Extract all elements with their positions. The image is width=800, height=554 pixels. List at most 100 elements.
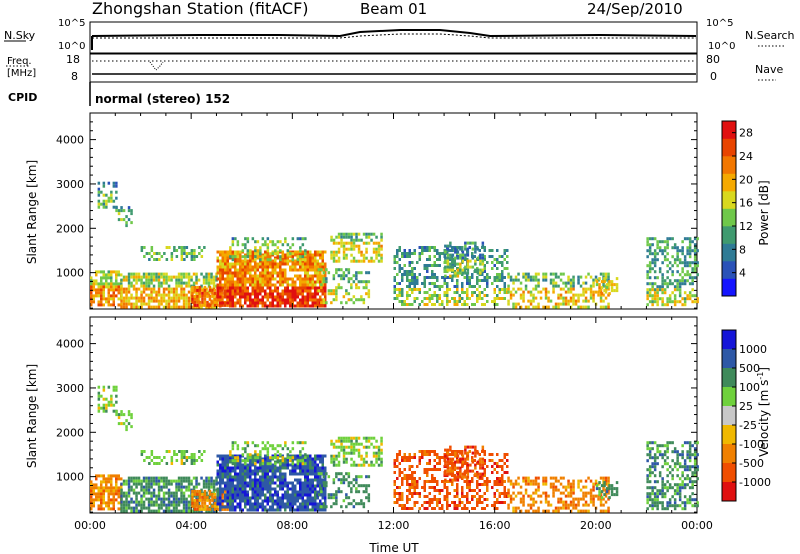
echo-cell bbox=[256, 496, 259, 500]
echo-cell bbox=[236, 466, 239, 470]
echo-cell bbox=[443, 294, 446, 297]
echo-cell bbox=[506, 261, 509, 264]
echo-cell bbox=[332, 292, 336, 296]
echo-cell bbox=[261, 508, 264, 512]
echo-cell bbox=[259, 256, 262, 260]
echo-cell bbox=[286, 447, 290, 451]
echo-cell bbox=[221, 253, 224, 257]
echo-cell bbox=[175, 281, 178, 285]
echo-cell bbox=[355, 490, 358, 494]
echo-cell bbox=[562, 302, 565, 306]
echo-cell bbox=[274, 298, 277, 302]
echo-cell bbox=[360, 484, 363, 488]
echo-cell bbox=[347, 436, 351, 440]
echo-cell bbox=[398, 282, 401, 285]
echo-cell bbox=[284, 298, 287, 302]
echo-cell bbox=[362, 457, 366, 461]
echo-cell bbox=[461, 288, 464, 291]
echo-cell bbox=[408, 474, 411, 477]
echo-cell bbox=[100, 474, 103, 478]
echo-cell bbox=[559, 302, 563, 306]
echo-cell bbox=[279, 262, 282, 266]
echo-cell bbox=[428, 288, 431, 291]
echo-cell bbox=[150, 272, 153, 276]
echo-cell bbox=[219, 481, 222, 485]
echo-cell bbox=[266, 295, 269, 299]
echo-cell bbox=[249, 262, 252, 266]
echo-cell bbox=[289, 502, 292, 506]
echo-cell bbox=[423, 450, 426, 453]
echo-cell bbox=[653, 288, 657, 292]
echo-cell bbox=[372, 232, 376, 236]
echo-cell bbox=[311, 499, 314, 503]
echo-cell bbox=[317, 493, 321, 497]
echo-cell bbox=[152, 482, 156, 486]
echo-cell bbox=[320, 286, 323, 290]
echo-cell bbox=[319, 304, 322, 308]
echo-cell bbox=[274, 268, 277, 272]
echo-cell bbox=[324, 286, 327, 290]
echo-cell bbox=[481, 268, 485, 272]
echo-cell bbox=[411, 492, 414, 495]
echo-cell bbox=[266, 258, 270, 262]
echo-cell bbox=[244, 505, 247, 509]
echo-cell bbox=[456, 256, 460, 260]
echo-cell bbox=[577, 275, 580, 279]
echo-cell bbox=[127, 206, 131, 210]
echo-cell bbox=[319, 256, 322, 260]
echo-cell bbox=[398, 267, 401, 270]
echo-cell bbox=[306, 493, 309, 497]
echo-cell bbox=[145, 252, 149, 255]
echo-cell bbox=[276, 265, 279, 269]
echo-cell bbox=[191, 294, 194, 298]
echo-cell bbox=[102, 507, 105, 511]
echo-cell bbox=[241, 262, 244, 266]
echo-cell bbox=[607, 287, 610, 291]
echo-cell bbox=[582, 293, 585, 297]
echo-cell bbox=[355, 475, 358, 479]
echo-cell bbox=[319, 481, 322, 485]
echo-cell bbox=[145, 476, 148, 480]
echo-cell bbox=[241, 484, 244, 488]
echo-cell bbox=[503, 462, 506, 465]
echo-cell bbox=[597, 293, 600, 297]
echo-cell bbox=[157, 491, 161, 495]
echo-cell bbox=[261, 271, 264, 275]
echo-cell bbox=[362, 301, 366, 305]
echo-cell bbox=[281, 280, 284, 284]
echo-cell bbox=[160, 485, 163, 489]
echo-cell bbox=[421, 456, 424, 459]
echo-cell bbox=[251, 463, 254, 467]
echo-cell bbox=[398, 486, 401, 489]
echo-cell bbox=[107, 498, 110, 502]
echo-cell bbox=[231, 237, 235, 241]
echo-cell bbox=[322, 505, 326, 509]
echo-cell bbox=[274, 466, 277, 470]
echo-cell bbox=[579, 293, 583, 297]
echo-cell bbox=[107, 282, 110, 286]
echo-cell bbox=[393, 483, 396, 486]
echo-cell bbox=[180, 500, 183, 504]
echo-cell bbox=[162, 494, 166, 498]
echo-cell bbox=[236, 463, 239, 467]
echo-cell bbox=[112, 270, 115, 274]
echo-cell bbox=[140, 302, 143, 306]
echo-cell bbox=[221, 499, 224, 503]
echo-cell bbox=[335, 295, 338, 299]
echo-cell bbox=[241, 466, 244, 470]
nsky-label: N.Sky bbox=[4, 29, 36, 42]
echo-cell bbox=[294, 499, 297, 503]
echo-cell bbox=[498, 459, 501, 462]
echo-cell bbox=[496, 477, 499, 480]
echo-cell bbox=[483, 459, 486, 462]
echo-cell bbox=[325, 277, 328, 281]
echo-cell bbox=[264, 243, 267, 247]
echo-cell bbox=[423, 489, 426, 492]
echo-cell bbox=[229, 274, 232, 278]
echo-cell bbox=[488, 249, 491, 252]
echo-cell bbox=[289, 295, 292, 299]
echo-cell bbox=[418, 303, 421, 306]
echo-cell bbox=[448, 492, 451, 495]
echo-cell bbox=[456, 282, 459, 285]
echo-cell bbox=[661, 249, 664, 253]
